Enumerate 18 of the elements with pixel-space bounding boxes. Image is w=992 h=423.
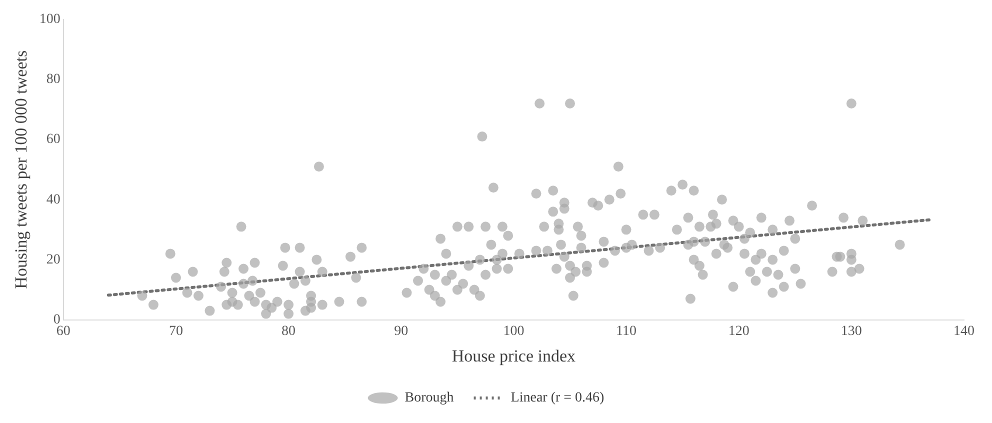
x-tick-label: 120 (728, 324, 750, 339)
y-axis-title: Housing tweets per 100 000 tweets (12, 50, 31, 289)
y-tick-label: 100 (39, 12, 60, 28)
x-tick-label: 60 (56, 324, 70, 339)
x-tick-label: 100 (503, 324, 524, 339)
y-tick-label: 20 (46, 252, 60, 268)
x-tick-label: 130 (840, 324, 862, 339)
x-axis-title: House price index (452, 346, 576, 366)
legend-label: Borough (404, 390, 454, 406)
x-tick-label: 110 (616, 324, 637, 339)
x-tick-label: 80 (282, 324, 296, 339)
y-tick-label: 80 (46, 72, 60, 88)
legend-label: Linear (r = 0.46) (510, 390, 605, 406)
x-tick-label: 140 (954, 324, 974, 339)
x-tick-label: 90 (394, 324, 408, 339)
y-tick-label: 40 (46, 192, 60, 208)
x-tick-label: 70 (168, 324, 183, 339)
y-tick-label: 60 (46, 132, 60, 148)
